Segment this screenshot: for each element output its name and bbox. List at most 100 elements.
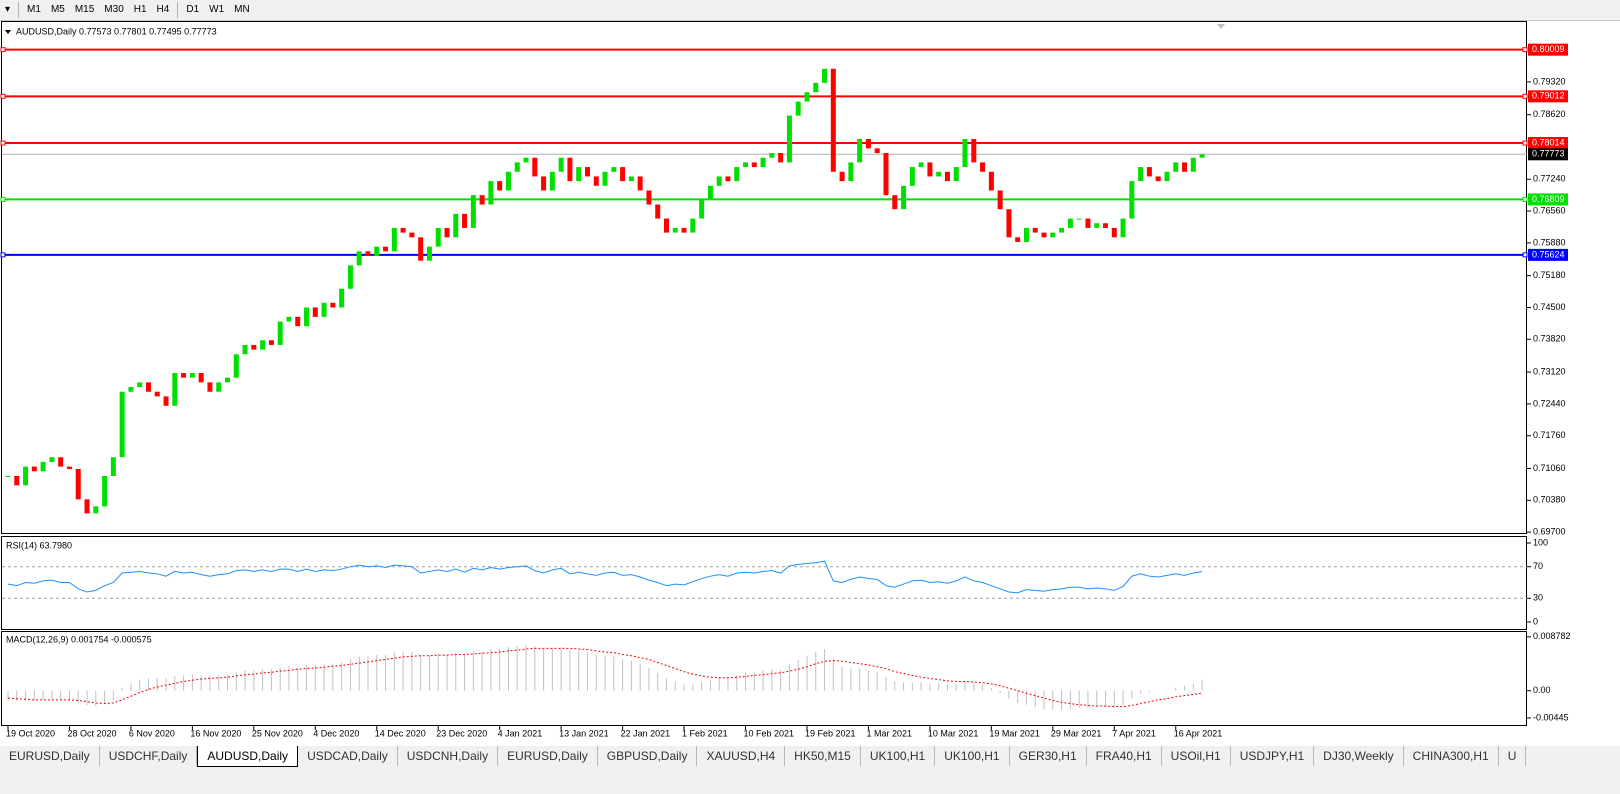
candle-body <box>356 251 362 266</box>
candle-body <box>128 387 134 392</box>
chart-background <box>0 21 1568 746</box>
candle-body <box>769 153 775 158</box>
candle-body <box>822 68 828 83</box>
rsi-title: RSI(14) 63.7980 <box>6 540 72 550</box>
candle-body <box>743 162 749 168</box>
candle-body <box>260 340 266 350</box>
symbol-tab[interactable]: USOil,H1 <box>1162 746 1231 766</box>
candle-body <box>628 176 634 182</box>
level-anchor <box>1522 252 1528 258</box>
candle-body <box>93 506 99 514</box>
candle-body <box>558 157 564 172</box>
level-label-box <box>1528 43 1568 56</box>
candle-body <box>1199 154 1205 158</box>
candle-body <box>865 139 871 149</box>
timeframe-button[interactable]: H1 <box>133 4 147 15</box>
timeframe-button[interactable]: M15 <box>74 4 95 15</box>
symbol-tab[interactable]: USDCHF,Daily <box>100 746 198 766</box>
candle-body <box>1129 181 1135 219</box>
candle-body <box>874 148 880 154</box>
y-tick-label: 0.71760 <box>1533 430 1566 440</box>
candle-body <box>154 391 160 397</box>
symbol-tab[interactable]: UK100,H1 <box>861 746 936 766</box>
candle-body <box>936 171 942 177</box>
candle-body <box>216 382 222 392</box>
candle-body <box>58 457 64 467</box>
candle-body <box>268 340 274 345</box>
candle-body <box>1041 232 1047 238</box>
candle-body <box>242 344 248 355</box>
candle-body <box>497 181 503 191</box>
menu-arrow <box>5 30 11 34</box>
candle-body <box>716 176 722 186</box>
symbol-tab[interactable]: USDCNH,Daily <box>398 746 499 766</box>
level-label: 0.78014 <box>1532 137 1565 147</box>
candle-body <box>1076 218 1082 220</box>
candle-body <box>207 382 213 392</box>
candle-body <box>14 475 20 486</box>
candle-body <box>418 237 424 261</box>
level-label-box <box>1528 193 1568 206</box>
candle-body <box>31 466 37 472</box>
candle-body <box>321 302 327 317</box>
timeframe-button[interactable]: M30 <box>104 4 124 15</box>
symbol-tab[interactable]: HK50,M15 <box>785 746 861 766</box>
candle-body <box>567 157 573 182</box>
level-anchor <box>0 93 6 99</box>
candle-body <box>1155 176 1161 182</box>
symbol-tab[interactable]: USDJPY,H1 <box>1231 746 1315 766</box>
symbol-tab[interactable]: EURUSD,Daily <box>498 746 598 766</box>
symbol-tab[interactable]: CHINA300,H1 <box>1404 746 1499 766</box>
macd-panel <box>1 631 1527 726</box>
symbol-tab[interactable]: XAUUSD,H4 <box>697 746 786 766</box>
candle-body <box>602 171 608 186</box>
y-tick-label: 0.74500 <box>1533 302 1566 312</box>
symbol-tab[interactable]: U <box>1499 746 1527 766</box>
candle-body <box>453 213 459 238</box>
symbol-tab[interactable]: GBPUSD,Daily <box>598 746 698 766</box>
timeframe-button[interactable]: MN <box>234 4 250 15</box>
y-tick-label: 100 <box>1533 537 1548 547</box>
y-tick-label: 0.69700 <box>1533 527 1566 537</box>
candle-body <box>1032 227 1038 233</box>
timeframe-button[interactable]: H4 <box>156 4 170 15</box>
symbol-tab[interactable]: EURUSD,Daily <box>0 746 100 766</box>
timeframe-button[interactable]: D1 <box>186 4 200 15</box>
candle-body <box>347 265 353 289</box>
candle-body <box>1094 223 1100 228</box>
candle-body <box>681 227 687 233</box>
symbol-tab[interactable]: FRA40,H1 <box>1087 746 1162 766</box>
candle-body <box>997 190 1003 210</box>
candle-body <box>277 321 283 345</box>
candle-body <box>339 288 345 308</box>
candle-body <box>23 466 29 486</box>
timeframe-button[interactable]: W1 <box>209 4 225 15</box>
candle-body <box>892 195 898 210</box>
x-tick-label: 10 Mar 2021 <box>928 728 979 738</box>
timeframe-button[interactable]: M5 <box>50 4 65 15</box>
y-tick-label: 0.008782 <box>1533 631 1571 641</box>
x-tick-label: 22 Jan 2021 <box>621 728 671 738</box>
candle-body <box>462 213 468 228</box>
symbol-tab[interactable]: USDCAD,Daily <box>298 746 398 766</box>
candle-body <box>233 354 239 378</box>
chart: AUDUSD,Daily 0.77573 0.77801 0.77495 0.7… <box>0 21 1571 746</box>
candle-body <box>470 195 476 228</box>
candle-body <box>751 162 757 168</box>
candle-body <box>1111 227 1117 238</box>
candle-body <box>883 153 889 196</box>
symbol-tab[interactable]: DJ30,Weekly <box>1314 746 1404 766</box>
candle-body <box>514 162 520 172</box>
candle-body <box>435 227 441 247</box>
candle-body <box>488 181 494 205</box>
symbol-tab[interactable]: AUDUSD,Daily <box>197 746 299 767</box>
timeframe-button[interactable]: M1 <box>27 4 41 15</box>
x-tick-label: 29 Mar 2021 <box>1051 728 1102 738</box>
symbol-tab[interactable]: UK100,H1 <box>935 746 1010 766</box>
candle-body <box>286 316 292 322</box>
level-anchor <box>0 196 6 202</box>
candle-body <box>1146 167 1152 177</box>
symbol-tab[interactable]: GER30,H1 <box>1010 746 1087 766</box>
signal-line <box>7 647 1203 708</box>
candle-body <box>584 167 590 177</box>
